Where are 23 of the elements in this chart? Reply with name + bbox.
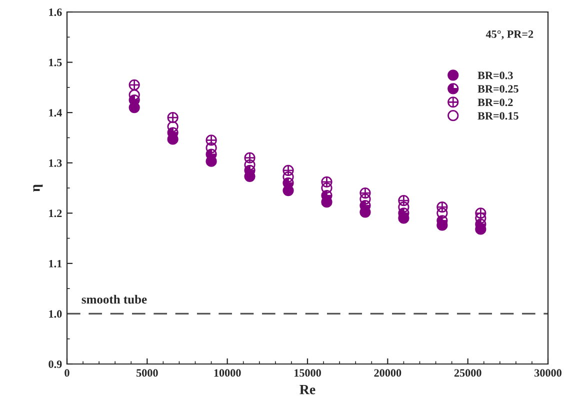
y-tick-label: 1.1 (49, 260, 62, 268)
x-tick-label: 20000 (374, 369, 402, 377)
y-tick-label: 1.0 (49, 310, 62, 318)
legend-label: BR=0.15 (478, 112, 518, 120)
x-tick-label: 30000 (534, 369, 562, 377)
ref-line-label: smooth tube (82, 294, 147, 304)
y-tick-label: 1.2 (49, 210, 62, 218)
y-tick-label: 0.9 (48, 360, 62, 368)
y-tick-label: 1.6 (49, 8, 62, 16)
x-axis-title: Re (300, 385, 316, 394)
y-tick-label: 1.4 (49, 109, 62, 117)
y-tick-label: 1.3 (49, 159, 62, 167)
x-tick-label: 10000 (214, 369, 241, 377)
x-tick-label: 15000 (294, 369, 321, 377)
legend-label: BR=0.3 (478, 72, 513, 80)
legend-label: BR=0.25 (478, 85, 518, 93)
x-tick-label: 5000 (136, 369, 158, 377)
y-axis-title: η (33, 184, 43, 192)
annotation: 45°, PR=2 (486, 30, 534, 40)
x-tick-label: 25000 (454, 369, 482, 377)
y-tick-label: 1.5 (49, 58, 62, 66)
x-tick-label: 0 (64, 369, 70, 377)
legend-label: BR=0.2 (478, 98, 513, 106)
